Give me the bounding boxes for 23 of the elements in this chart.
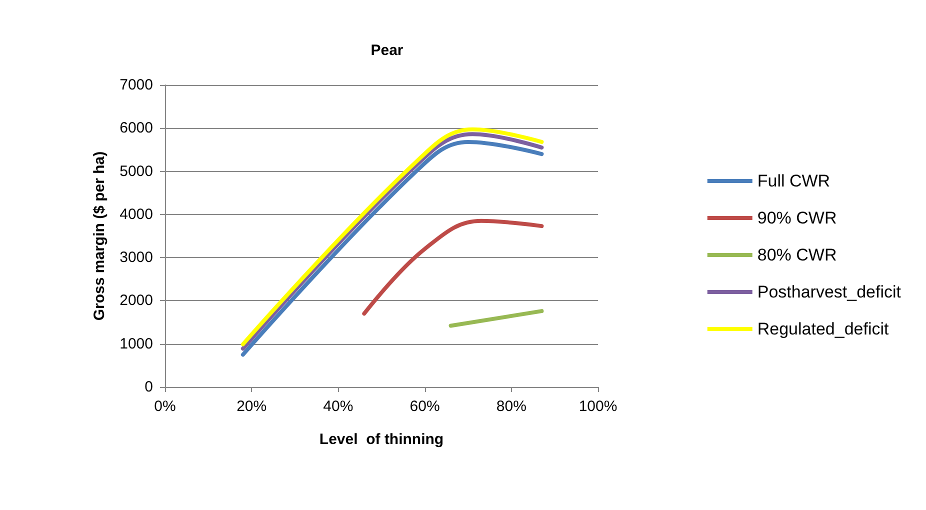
x-tick-label: 20% bbox=[236, 398, 267, 415]
line-series bbox=[362, 218, 544, 316]
y-tick-label: 0 bbox=[144, 378, 153, 396]
x-tick-label: 60% bbox=[410, 398, 440, 415]
legend-label: 90% CWR bbox=[757, 208, 837, 228]
y-tick-label: 3000 bbox=[120, 249, 153, 266]
legend-label: Postharvest_deficit bbox=[757, 282, 902, 302]
x-tick-label: 80% bbox=[496, 398, 526, 415]
legend-label: 80% CWR bbox=[757, 246, 837, 264]
y-tick-label: 7000 bbox=[120, 76, 153, 94]
x-tick-label: 100% bbox=[578, 398, 618, 415]
legend-label: Full CWR bbox=[757, 172, 830, 190]
x-tick-label: 0% bbox=[154, 398, 176, 415]
x-tick-label: 40% bbox=[323, 398, 354, 415]
y-tick-label: 2000 bbox=[120, 292, 153, 310]
y-axis-title: Gross margin ($ per ha) bbox=[91, 151, 108, 321]
legend-label: Regulated_deficit bbox=[757, 320, 890, 338]
chart-title: Pear bbox=[370, 42, 404, 59]
y-tick-label: 1000 bbox=[120, 335, 153, 352]
y-tick-label: 5000 bbox=[120, 162, 153, 180]
x-axis-title: Level of thinning bbox=[319, 431, 444, 448]
y-tick-label: 4000 bbox=[120, 206, 153, 223]
y-tick-label: 6000 bbox=[120, 120, 153, 137]
